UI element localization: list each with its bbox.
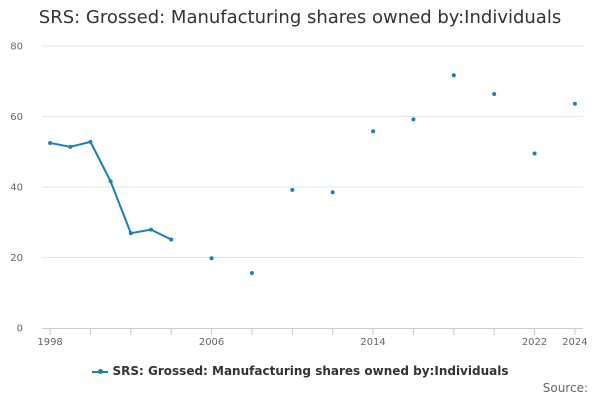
x-tick-label-2022: 2022 bbox=[522, 337, 547, 348]
data-point-2000 bbox=[88, 139, 93, 144]
y-axis-labels: 0 20 40 60 80 bbox=[10, 42, 23, 335]
x-tick-label-1998: 1998 bbox=[37, 337, 62, 348]
data-point-2002 bbox=[128, 231, 133, 236]
source-credit[interactable]: Source: bbox=[542, 381, 588, 395]
x-axis-ticks bbox=[49, 328, 576, 335]
legend-label: SRS: Grossed: Manufacturing shares owned… bbox=[112, 364, 509, 378]
legend-marker-icon bbox=[91, 368, 108, 374]
series-0-segment-1999 bbox=[69, 140, 92, 148]
x-tick-label-2024: 2024 bbox=[562, 337, 587, 348]
y-tick-label-40: 40 bbox=[10, 183, 23, 194]
y-tick-label-20: 20 bbox=[10, 253, 23, 264]
series-0-segment-1998 bbox=[49, 141, 72, 148]
chart-title: SRS: Grossed: Manufacturing shares owned… bbox=[38, 7, 562, 28]
data-point-1999 bbox=[68, 144, 73, 149]
data-point-2024 bbox=[572, 101, 577, 106]
data-point-2003 bbox=[149, 227, 154, 232]
data-point-2020 bbox=[492, 91, 497, 96]
data-point-2012 bbox=[330, 190, 335, 195]
gridlines bbox=[42, 45, 583, 258]
data-point-2004 bbox=[169, 237, 174, 242]
data-point-2018 bbox=[451, 73, 456, 78]
x-tick-label-2014: 2014 bbox=[360, 337, 385, 348]
data-point-2022 bbox=[532, 151, 537, 156]
series-0-segment-2001 bbox=[109, 180, 132, 235]
data-point-2014 bbox=[371, 129, 376, 134]
y-tick-label-0: 0 bbox=[17, 324, 23, 335]
series-lines bbox=[49, 140, 173, 241]
legend[interactable]: SRS: Grossed: Manufacturing shares owned… bbox=[0, 364, 600, 378]
data-point-2008 bbox=[249, 271, 254, 276]
x-tick-label-2006: 2006 bbox=[199, 337, 224, 348]
data-point-1998 bbox=[48, 140, 53, 145]
y-tick-label-80: 80 bbox=[10, 42, 23, 53]
y-tick-label-60: 60 bbox=[10, 112, 23, 123]
data-point-2010 bbox=[290, 187, 295, 192]
series-0-segment-2003 bbox=[150, 228, 173, 241]
x-axis-labels: 1998 2006 2014 2022 2024 bbox=[37, 337, 587, 348]
data-point-2006 bbox=[209, 256, 214, 261]
series-points bbox=[48, 73, 577, 276]
data-point-2001 bbox=[108, 179, 113, 184]
series-0-segment-2002 bbox=[129, 228, 153, 235]
series-0-segment-2000 bbox=[89, 140, 112, 183]
data-point-2016 bbox=[411, 117, 416, 122]
